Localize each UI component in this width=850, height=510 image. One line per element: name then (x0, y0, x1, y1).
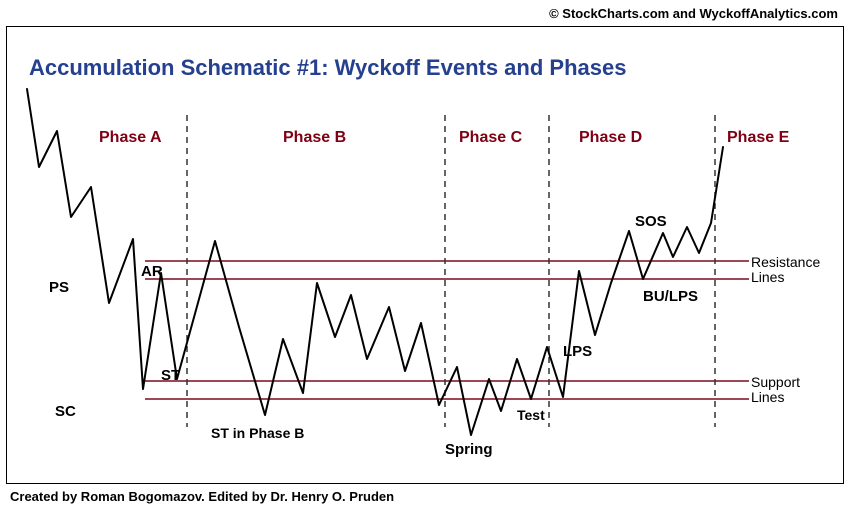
page-root: { "copyright": "© StockCharts.com and Wy… (0, 0, 850, 510)
event-label: Test (517, 407, 545, 423)
horizontal-lines (145, 261, 749, 399)
phase-label: Phase B (283, 129, 346, 147)
event-label: SOS (635, 213, 667, 230)
event-label: PS (49, 279, 69, 296)
support-label-l1: Support (751, 374, 800, 390)
event-label: LPS (563, 343, 592, 360)
event-label: BU/LPS (643, 288, 698, 305)
event-label: ST in Phase B (211, 425, 304, 441)
event-label: SC (55, 403, 76, 420)
event-label: Spring (445, 441, 493, 458)
support-lines-label: Support Lines (751, 375, 800, 406)
copyright-text: © StockCharts.com and WyckoffAnalytics.c… (549, 6, 838, 21)
resistance-label-l1: Resistance (751, 254, 820, 270)
event-label: ST (161, 367, 180, 384)
chart-frame: Accumulation Schematic #1: Wyckoff Event… (6, 26, 844, 484)
chart-svg (7, 27, 843, 483)
phase-label: Phase A (99, 129, 162, 147)
resistance-lines-label: Resistance Lines (751, 255, 820, 286)
resistance-label-l2: Lines (751, 269, 784, 285)
phase-label: Phase C (459, 129, 522, 147)
event-label: AR (141, 263, 163, 280)
phase-label: Phase E (727, 129, 789, 147)
phase-label: Phase D (579, 129, 642, 147)
credit-text: Created by Roman Bogomazov. Edited by Dr… (10, 489, 394, 504)
support-label-l2: Lines (751, 389, 784, 405)
